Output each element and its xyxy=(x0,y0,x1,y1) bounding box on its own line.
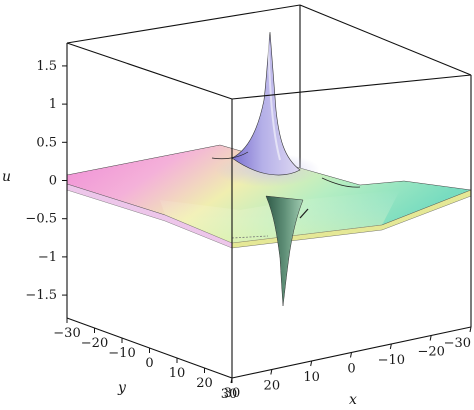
z-axis-label: u xyxy=(2,169,11,185)
x-tick-mark xyxy=(310,360,313,367)
y-tick-label: 30 xyxy=(224,386,241,401)
x-tick-mark xyxy=(230,377,233,384)
y-tick-label: 10 xyxy=(169,366,186,381)
y-axis-label: y xyxy=(117,380,127,396)
x-axis-label: x xyxy=(349,392,357,408)
surface-peak xyxy=(231,31,301,176)
x-tick-label: −20 xyxy=(417,345,444,360)
x-tick-label: 10 xyxy=(303,370,320,385)
y-tick-label: −30 xyxy=(53,326,80,341)
x-tick-mark xyxy=(469,326,472,333)
x-tick-label: −10 xyxy=(378,353,405,368)
z-tick-label: 1 xyxy=(49,97,57,112)
z-tick-label: −1 xyxy=(38,250,57,265)
y-tick-label: −20 xyxy=(81,336,108,351)
z-tick-label: 0 xyxy=(49,174,57,189)
z-tick-label: 1.5 xyxy=(36,59,57,74)
surface-trough xyxy=(265,195,304,307)
x-tick-label: 0 xyxy=(347,362,355,377)
y-tick-label: 0 xyxy=(145,356,153,371)
x-tick-mark xyxy=(429,335,432,341)
surface xyxy=(66,31,472,307)
x-tick-mark xyxy=(270,369,273,375)
x-axis: 30 20 10 0 −10 −20−30 xyxy=(221,326,472,402)
y-tick-label: −10 xyxy=(108,346,135,361)
y-tick-label: 20 xyxy=(196,376,213,391)
z-tick-label: −1.5 xyxy=(25,288,57,303)
x-tick-mark xyxy=(389,343,392,350)
z-tick-label: 0.5 xyxy=(36,135,57,150)
x-tick-mark xyxy=(350,352,352,358)
x-tick-label: 20 xyxy=(264,379,281,394)
x-tick-label: −30 xyxy=(444,336,471,351)
y-axis: −30−20−10 0 10 20 30 xyxy=(53,318,240,401)
z-tick-label: −0.5 xyxy=(25,212,57,227)
z-axis: −1.5 −1 −0.5 0 0.5 1 1.5 xyxy=(25,59,67,303)
x-tick-label: 30 xyxy=(221,387,238,402)
